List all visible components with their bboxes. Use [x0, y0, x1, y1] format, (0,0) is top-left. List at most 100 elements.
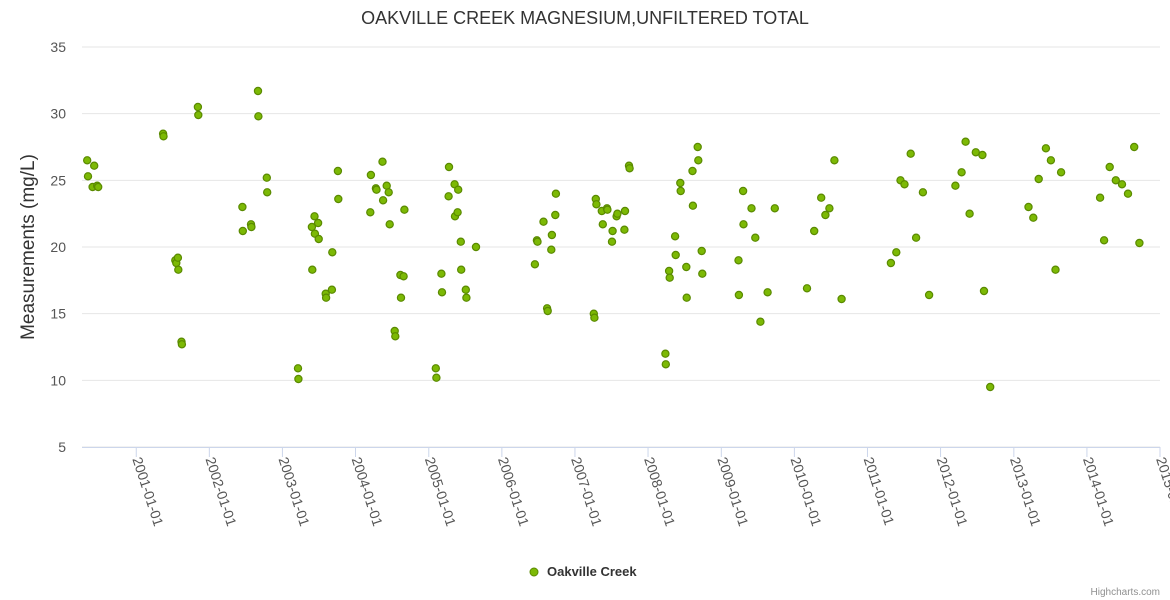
data-point[interactable]	[399, 272, 408, 281]
data-point[interactable]	[456, 237, 465, 246]
data-point[interactable]	[334, 194, 343, 204]
data-point[interactable]	[262, 173, 271, 182]
data-point[interactable]	[82, 156, 92, 165]
data-point[interactable]	[664, 266, 674, 276]
data-point[interactable]	[454, 185, 463, 194]
data-point[interactable]	[886, 258, 896, 268]
data-point[interactable]	[310, 212, 319, 221]
data-point[interactable]	[254, 112, 263, 121]
data-point[interactable]	[294, 374, 303, 384]
data-point[interactable]	[551, 210, 560, 220]
data-point[interactable]	[453, 208, 462, 217]
data-point[interactable]	[327, 285, 337, 294]
data-point[interactable]	[437, 288, 447, 297]
data-point[interactable]	[461, 285, 470, 294]
data-point[interactable]	[665, 273, 674, 282]
data-point[interactable]	[313, 218, 323, 228]
data-point[interactable]	[734, 290, 744, 300]
data-point[interactable]	[965, 209, 974, 218]
data-point[interactable]	[547, 230, 557, 240]
data-point[interactable]	[608, 226, 617, 236]
data-point[interactable]	[1123, 189, 1133, 198]
data-point[interactable]	[671, 250, 680, 260]
data-point[interactable]	[590, 313, 599, 322]
data-point[interactable]	[372, 185, 381, 194]
data-point[interactable]	[676, 186, 685, 196]
data-point[interactable]	[400, 205, 409, 214]
data-point[interactable]	[747, 204, 756, 213]
data-point[interactable]	[625, 164, 634, 173]
data-point[interactable]	[533, 237, 542, 246]
data-point[interactable]	[293, 364, 303, 373]
data-point[interactable]	[738, 186, 748, 196]
data-point[interactable]	[924, 290, 934, 300]
data-point[interactable]	[471, 242, 481, 252]
data-point[interactable]	[193, 102, 203, 112]
data-point[interactable]	[603, 205, 612, 214]
data-point[interactable]	[810, 226, 819, 236]
data-point[interactable]	[693, 142, 702, 152]
data-point[interactable]	[366, 208, 375, 217]
data-point[interactable]	[598, 220, 608, 229]
data-point[interactable]	[93, 182, 103, 192]
data-point[interactable]	[431, 364, 440, 373]
data-point[interactable]	[307, 222, 317, 232]
data-point[interactable]	[825, 204, 834, 213]
data-point[interactable]	[906, 149, 915, 158]
data-point[interactable]	[89, 161, 99, 170]
data-point[interactable]	[979, 286, 989, 296]
data-point[interactable]	[620, 225, 629, 234]
data-point[interactable]	[83, 172, 93, 181]
data-point[interactable]	[384, 188, 393, 197]
data-point[interactable]	[892, 248, 901, 257]
data-point[interactable]	[763, 288, 772, 297]
data-point[interactable]	[739, 220, 748, 229]
data-point[interactable]	[1046, 156, 1056, 165]
data-point[interactable]	[457, 265, 466, 274]
data-point[interactable]	[547, 245, 556, 254]
data-point[interactable]	[986, 382, 995, 392]
data-point[interactable]	[918, 188, 928, 197]
data-point[interactable]	[539, 217, 548, 226]
data-point[interactable]	[821, 210, 830, 220]
data-point[interactable]	[698, 269, 707, 278]
data-point[interactable]	[620, 206, 630, 216]
data-point[interactable]	[661, 360, 671, 369]
data-point[interactable]	[238, 226, 247, 236]
data-point[interactable]	[1029, 213, 1038, 222]
data-point[interactable]	[253, 86, 263, 96]
data-point[interactable]	[263, 188, 272, 197]
legend[interactable]: Oakville Creek	[529, 564, 637, 579]
data-point[interactable]	[328, 248, 337, 257]
data-point[interactable]	[1105, 162, 1114, 172]
data-point[interactable]	[1051, 265, 1060, 274]
data-point[interactable]	[396, 293, 406, 302]
data-point[interactable]	[961, 137, 970, 146]
data-point[interactable]	[911, 233, 921, 242]
data-point[interactable]	[159, 132, 168, 141]
data-point[interactable]	[1111, 176, 1121, 185]
data-point[interactable]	[238, 202, 247, 212]
data-point[interactable]	[177, 340, 187, 349]
data-point[interactable]	[682, 262, 691, 272]
data-point[interactable]	[1041, 144, 1051, 153]
data-point[interactable]	[592, 200, 601, 209]
data-point[interactable]	[333, 166, 343, 176]
data-point[interactable]	[174, 265, 183, 274]
data-point[interactable]	[1056, 168, 1066, 177]
data-point[interactable]	[1034, 174, 1043, 184]
data-point[interactable]	[308, 265, 317, 274]
credits-link[interactable]: Highcharts.com	[1091, 587, 1160, 598]
data-point[interactable]	[385, 220, 394, 229]
data-point[interactable]	[751, 233, 760, 242]
data-point[interactable]	[676, 178, 685, 188]
data-point[interactable]	[957, 168, 966, 177]
data-point[interactable]	[378, 157, 387, 166]
data-point[interactable]	[688, 201, 698, 210]
data-point[interactable]	[978, 150, 987, 160]
data-point[interactable]	[734, 256, 743, 265]
data-point[interactable]	[756, 317, 765, 326]
data-point[interactable]	[1117, 180, 1127, 189]
data-point[interactable]	[697, 246, 706, 256]
data-point[interactable]	[830, 156, 839, 165]
